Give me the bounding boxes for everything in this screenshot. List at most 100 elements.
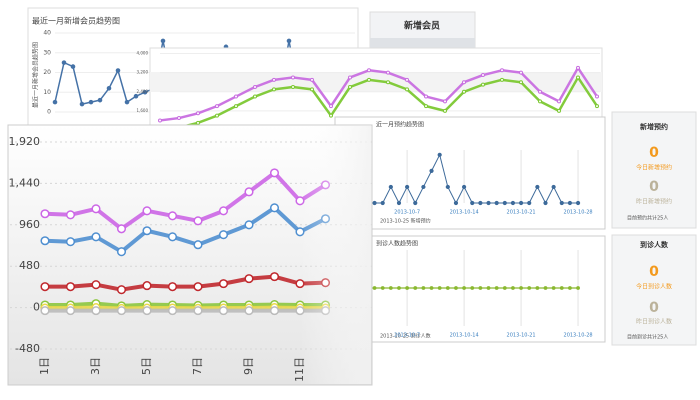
series-line	[45, 305, 326, 311]
data-point	[413, 200, 418, 206]
data-point	[494, 200, 499, 206]
data-point	[348, 75, 352, 80]
today-label: 今日到诊人数	[636, 283, 672, 291]
box	[611, 234, 697, 346]
x-tick-label: 5日	[140, 357, 153, 375]
data-point	[142, 306, 152, 316]
data-point	[405, 87, 409, 92]
data-point	[386, 70, 390, 75]
series-line	[45, 301, 326, 308]
today-value: 0	[649, 264, 659, 280]
data-point	[215, 104, 219, 109]
data-point	[234, 94, 238, 99]
y-tick-label: 3,200	[137, 70, 149, 75]
data-point	[142, 89, 148, 95]
data-point	[61, 60, 67, 65]
series-line	[159, 66, 599, 122]
data-point	[388, 286, 393, 290]
panel	[334, 235, 606, 343]
x-tick-label: 2013-10-28	[564, 333, 593, 339]
data-point	[437, 152, 442, 157]
legend: 2013-10-25 到诊人数	[380, 333, 431, 340]
data-point	[272, 87, 276, 92]
y-tick-label: 0	[33, 301, 40, 314]
data-point	[218, 306, 229, 316]
data-point	[91, 232, 101, 242]
data-point	[397, 286, 401, 290]
data-point	[424, 104, 428, 109]
data-point	[445, 286, 450, 290]
data-point	[65, 237, 76, 247]
data-point	[567, 200, 573, 206]
appointment-box: 新增预约 0 今日新增预约 0 昨日新增预约 目前预约共计25人	[611, 111, 697, 229]
y-tick-label: 960	[19, 218, 40, 231]
data-point	[559, 200, 564, 206]
data-point	[576, 65, 580, 70]
data-point	[535, 286, 540, 290]
data-point	[116, 285, 127, 295]
data-point	[116, 224, 127, 234]
data-point	[106, 86, 112, 91]
panel	[334, 116, 606, 230]
x-tick-label: 2013-10-7	[394, 210, 420, 216]
data-point	[478, 200, 483, 206]
data-point	[386, 80, 390, 85]
y-tick-label: 2,400	[137, 89, 149, 94]
y-tick-label: 30	[43, 49, 51, 56]
data-point	[527, 200, 532, 206]
panel-title: 近一月预约趋势图	[376, 121, 424, 129]
data-point	[486, 200, 491, 206]
data-point	[405, 184, 410, 190]
data-point	[167, 306, 178, 316]
data-point	[445, 184, 450, 190]
data-point	[253, 85, 257, 89]
data-point	[470, 200, 475, 206]
data-point	[40, 306, 50, 316]
yesterday-value: 0	[649, 300, 659, 316]
visit-panel: 到诊人数趋势图 2013-10-25 到诊人数 2013-10-7 2013-10…	[334, 235, 606, 343]
data-point	[481, 73, 485, 78]
y-tick-label: 1,440	[9, 176, 41, 189]
data-point	[519, 70, 523, 75]
data-point	[380, 200, 385, 206]
data-point	[367, 68, 371, 73]
data-point	[52, 99, 58, 105]
data-point	[575, 200, 581, 206]
x-tick-label: 2013-10-21	[507, 333, 536, 339]
data-point	[421, 184, 426, 190]
band	[150, 72, 602, 92]
data-point	[538, 89, 542, 94]
data-point	[429, 168, 434, 173]
data-point	[454, 286, 458, 290]
data-point	[142, 206, 152, 216]
data-point	[576, 75, 580, 80]
y-tick-label: -480	[15, 342, 40, 355]
box-title: 到诊人数	[640, 240, 669, 249]
data-point	[269, 168, 280, 178]
box-title: 新增会员	[404, 20, 440, 32]
data-point	[124, 99, 130, 105]
y-tick-label: 1,600	[137, 108, 149, 113]
data-point	[167, 282, 178, 292]
data-point	[167, 232, 178, 242]
x-tick-label: 7日	[191, 357, 204, 375]
series-line	[159, 76, 599, 132]
data-point	[244, 187, 254, 197]
fade-overlay	[300, 126, 371, 384]
x-tick-label: 2013-10-28	[564, 210, 593, 216]
data-point	[372, 286, 377, 290]
x-tick-label: 1日	[38, 357, 51, 375]
data-point	[535, 184, 540, 190]
data-point	[160, 38, 166, 44]
data-point	[405, 77, 409, 82]
data-point	[595, 104, 599, 109]
data-point	[518, 200, 524, 206]
data-point	[424, 94, 428, 99]
data-point	[329, 104, 333, 109]
data-point	[91, 306, 101, 316]
data-point	[196, 111, 200, 116]
data-point	[269, 203, 280, 213]
data-point	[193, 306, 203, 316]
appointment-panel: 近一月预约趋势图 2013-10-25 新增预约 2013-10-7 2013-1…	[334, 116, 606, 230]
data-point	[367, 77, 371, 82]
